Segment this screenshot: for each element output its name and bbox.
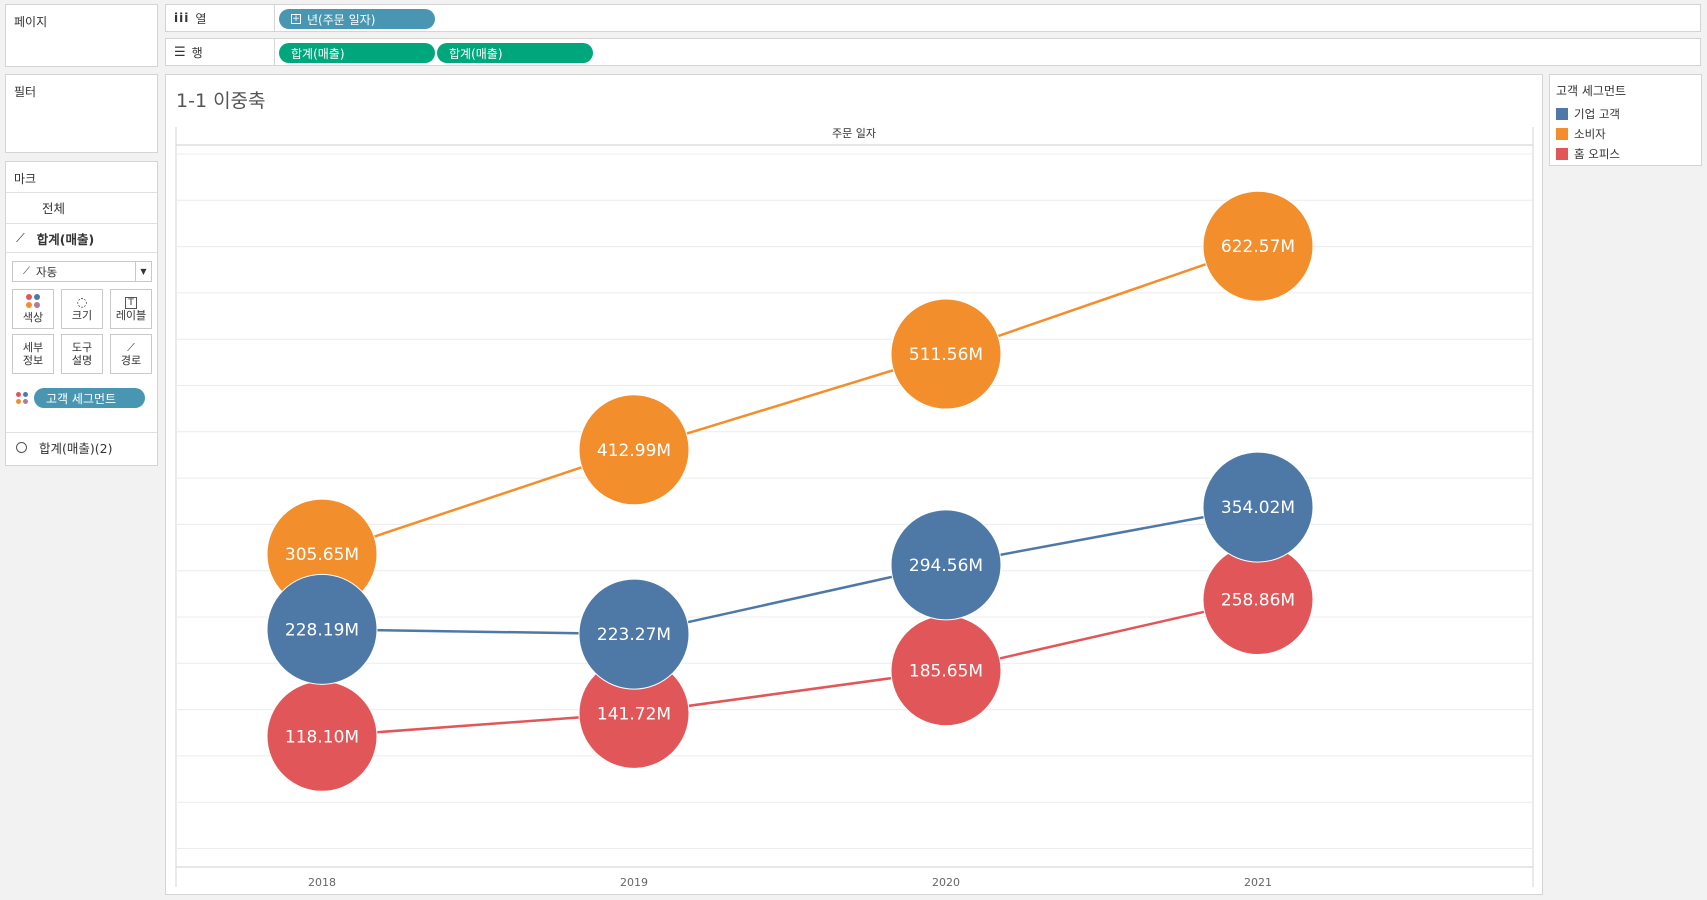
chevron-down-icon: ▼: [135, 262, 151, 281]
detail-button[interactable]: 세부 정보: [12, 334, 54, 374]
rows-pill-label: 합계(매출): [291, 46, 345, 61]
marks-measure1-tab[interactable]: ⟋ 합계(매출): [6, 223, 157, 253]
filters-shelf[interactable]: 필터: [5, 74, 158, 153]
legend-swatch: [1556, 128, 1568, 140]
rows-pill-sales-2[interactable]: 합계(매출): [437, 43, 593, 63]
viz-pane: 1-1 이중축 주문 일자 305.65M 412.99M 511.56M 622.5…: [165, 74, 1543, 895]
data-label: 294.56M: [909, 556, 983, 576]
size-icon: ◌: [76, 295, 88, 309]
columns-shelf[interactable]: iii 열 + 년(주문 일자): [165, 4, 1701, 32]
color-button[interactable]: 색상: [12, 289, 54, 329]
series-lines: [321, 245, 1259, 738]
data-label: 228.19M: [285, 620, 359, 640]
data-point-circle[interactable]: [578, 394, 690, 506]
columns-pill-year[interactable]: + 년(주문 일자): [279, 9, 435, 29]
x-tick-label: 2019: [620, 876, 648, 889]
marks-measure2-label: 합계(매출)(2): [39, 441, 113, 456]
series-line: [321, 505, 1259, 636]
marks-title: 마크: [14, 172, 37, 186]
legend-swatch: [1556, 108, 1568, 120]
legend-item[interactable]: 기업 고객: [1556, 106, 1620, 122]
circle-mark-icon: [16, 442, 27, 453]
x-tick-label: 2021: [1244, 876, 1272, 889]
color-dots-icon: [26, 294, 40, 308]
tooltip-button-label-1: 도구: [71, 341, 93, 354]
size-button[interactable]: ◌ 크기: [61, 289, 103, 329]
mark-type-dropdown[interactable]: ⟋ 자동 ▼: [12, 261, 152, 282]
detail-button-label-1: 세부: [22, 341, 44, 354]
color-dots-icon: [16, 392, 28, 404]
marks-all-label: 전체: [42, 201, 66, 216]
series-line: [321, 598, 1259, 738]
path-button[interactable]: ⟋ 경로: [110, 334, 152, 374]
gridlines: [176, 153, 1533, 849]
rows-shelf-label: 행: [191, 45, 203, 60]
data-point-circle[interactable]: [578, 578, 690, 690]
legend-swatch: [1556, 148, 1568, 160]
label-button-label: 레이블: [115, 308, 147, 322]
color-field-row: 고객 세그먼트: [16, 388, 145, 408]
color-button-label: 색상: [22, 311, 44, 324]
legend-item-label: 기업 고객: [1574, 107, 1620, 121]
chart-title: 1-1 이중축: [176, 90, 266, 112]
marks-all-tab[interactable]: 전체: [6, 192, 157, 222]
rows-pill-label: 합계(매출): [449, 46, 503, 61]
label-button[interactable]: T 레이블: [110, 289, 152, 329]
data-point-circle[interactable]: [890, 298, 1002, 410]
marks-measure1-label: 합계(매출): [36, 231, 95, 247]
legend-item[interactable]: 소비자: [1556, 126, 1606, 142]
rows-icon: ☰: [174, 44, 186, 60]
data-label: 118.10M: [285, 727, 359, 747]
marks-card: 마크 전체 ⟋ 합계(매출) ⟋ 자동 ▼ 색상 ◌ 크기 T 레이블 세부 정…: [5, 161, 158, 466]
legend-item-label: 소비자: [1574, 127, 1606, 141]
filters-shelf-label: 필터: [14, 85, 37, 99]
line-mark-icon: ⟋: [23, 266, 30, 277]
pages-shelf-label: 페이지: [14, 15, 48, 29]
columns-shelf-label: 열: [195, 11, 207, 26]
data-point-circle[interactable]: [266, 573, 378, 685]
expand-icon: +: [291, 14, 301, 24]
data-label: 412.99M: [597, 441, 671, 461]
columns-icon: iii: [174, 11, 190, 25]
columns-pill-label: 년(주문 일자): [307, 12, 376, 27]
data-label: 622.57M: [1221, 237, 1295, 257]
size-button-label: 크기: [71, 309, 93, 322]
marks-measure2-tab[interactable]: 합계(매출)(2): [6, 432, 157, 462]
legend-item[interactable]: 홈 오피스: [1556, 146, 1620, 162]
data-point-circle[interactable]: [890, 509, 1002, 621]
x-tick-label: 2018: [308, 876, 336, 889]
column-header: 주문 일자: [832, 126, 876, 140]
series-line: [321, 245, 1259, 556]
path-button-label: 경로: [120, 354, 142, 367]
detail-button-label-2: 정보: [22, 354, 44, 367]
data-label: 305.65M: [285, 545, 359, 565]
data-label: 141.72M: [597, 704, 671, 724]
data-point-circle[interactable]: [1202, 451, 1314, 563]
rows-shelf[interactable]: ☰ 행 합계(매출) 합계(매출): [165, 38, 1701, 66]
series-circles: 305.65M 412.99M 511.56M 622.57M 118.10M 141.7…: [266, 190, 1314, 792]
legend-item-label: 홈 오피스: [1574, 147, 1620, 161]
data-label: 223.27M: [597, 625, 671, 645]
pages-shelf[interactable]: 페이지: [5, 4, 158, 67]
tooltip-button[interactable]: 도구 설명: [61, 334, 103, 374]
path-icon: ⟋: [127, 341, 135, 354]
x-tick-label: 2020: [932, 876, 960, 889]
data-label: 354.02M: [1221, 498, 1295, 518]
line-mark-icon: ⟋: [16, 230, 25, 245]
data-point-circle[interactable]: [1202, 190, 1314, 302]
color-legend: 고객 세그먼트 기업 고객 소비자 홈 오피스: [1549, 74, 1702, 166]
data-label: 258.86M: [1221, 591, 1295, 611]
data-label: 185.65M: [909, 662, 983, 682]
legend-title: 고객 세그먼트: [1556, 84, 1627, 98]
tooltip-button-label-2: 설명: [71, 354, 93, 367]
x-axis-ticks: 2018 2019 2020 2021: [308, 876, 1272, 889]
color-field-pill[interactable]: 고객 세그먼트: [34, 388, 145, 408]
rows-pill-sales-1[interactable]: 합계(매출): [279, 43, 435, 63]
text-label-icon: T: [125, 296, 137, 309]
chart-canvas: 1-1 이중축 주문 일자 305.65M 412.99M 511.56M 622.5…: [175, 90, 1534, 889]
mark-type-value: 자동: [36, 264, 58, 279]
data-label: 511.56M: [909, 345, 983, 365]
